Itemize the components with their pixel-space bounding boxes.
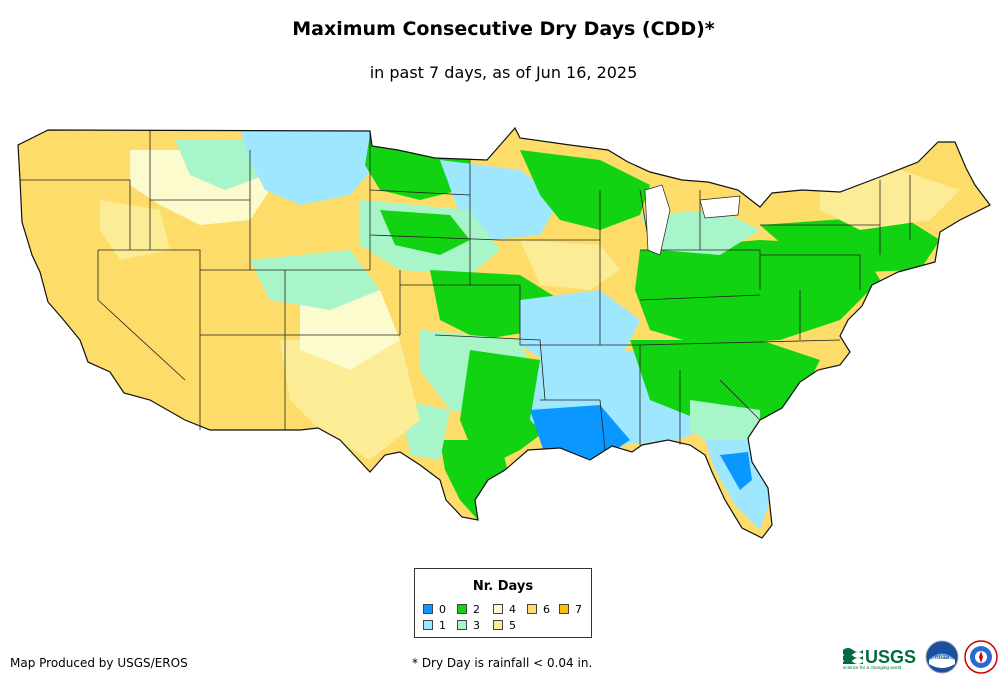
agency-logos: USGS science for a changing world noaa <box>842 640 1002 680</box>
svg-text:USGS: USGS <box>865 647 916 667</box>
legend-label: 0 <box>439 603 446 616</box>
legend-label: 2 <box>473 603 480 616</box>
map-title: Maximum Consecutive Dry Days (CDD)* <box>292 18 715 40</box>
lake-huron <box>699 195 741 219</box>
dry-day-footnote: * Dry Day is rainfall < 0.04 in. <box>412 656 593 670</box>
legend-swatch <box>423 604 433 614</box>
legend-item: 7 <box>559 604 582 616</box>
legend-item: 3 <box>457 620 480 632</box>
lake-michigan <box>644 184 671 256</box>
legend-item: 4 <box>493 604 516 616</box>
credit-text: Map Produced by USGS/EROS <box>10 656 188 670</box>
legend-label: 7 <box>575 603 582 616</box>
legend-label: 6 <box>543 603 550 616</box>
legend-item: 6 <box>527 604 550 616</box>
legend-swatch <box>457 620 467 630</box>
legend-item: 1 <box>423 620 446 632</box>
legend-label: 5 <box>509 619 516 632</box>
legend-label: 4 <box>509 603 516 616</box>
legend-swatch <box>493 604 503 614</box>
cdd-color-regions <box>18 128 990 538</box>
legend-item: 2 <box>457 604 480 616</box>
noaa-logo: noaa <box>925 640 959 674</box>
legend-item: 5 <box>493 620 516 632</box>
legend-item: 0 <box>423 604 446 616</box>
svg-text:noaa: noaa <box>935 655 950 661</box>
legend-title: Nr. Days <box>472 579 534 594</box>
map-subtitle: in past 7 days, as of Jun 16, 2025 <box>369 63 638 82</box>
legend-swatch <box>493 620 503 630</box>
svg-text:science for a changing world: science for a changing world <box>843 665 902 670</box>
legend-swatch <box>527 604 537 614</box>
legend-swatch <box>457 604 467 614</box>
usgs-logo: USGS science for a changing world <box>843 647 916 670</box>
legend: Nr. Days 0 1 2 3 4 5 6 7 <box>414 568 592 638</box>
legend-swatch <box>559 604 569 614</box>
legend-label: 3 <box>473 619 480 632</box>
legend-swatch <box>423 620 433 630</box>
legend-label: 1 <box>439 619 446 632</box>
nws-logo <box>964 640 998 674</box>
